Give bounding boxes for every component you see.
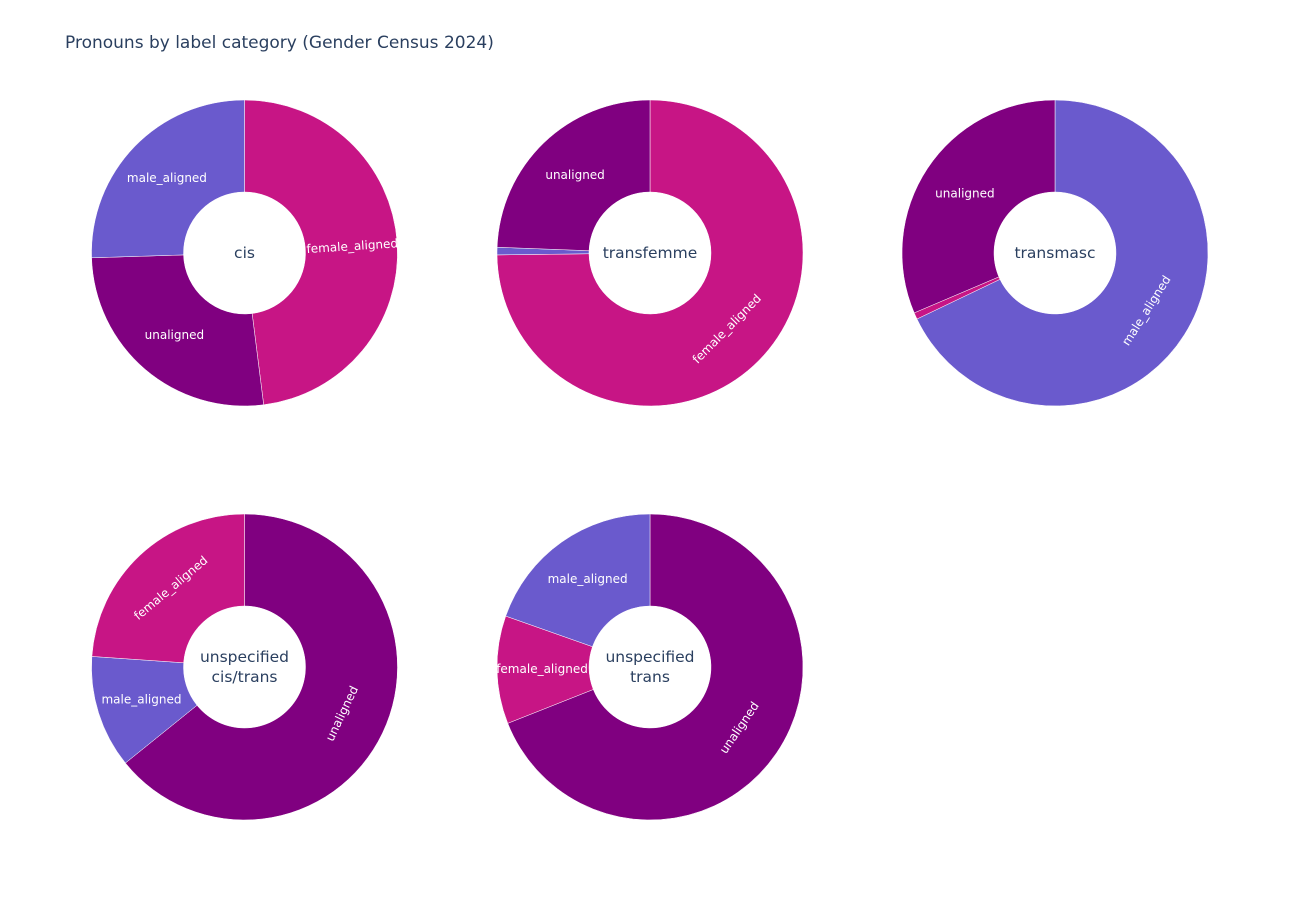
- donut-0-slice-male_aligned[interactable]: [91, 99, 245, 259]
- donut-3-center-label: unspecified: [200, 648, 289, 666]
- donut-1-slice-unaligned[interactable]: [496, 99, 651, 251]
- donut-0-label-male_aligned: male_aligned: [127, 171, 207, 185]
- donut-4-slice-male_aligned[interactable]: [505, 513, 651, 648]
- donut-2-slice-male_aligned[interactable]: [916, 99, 1209, 407]
- donut-4-label-male_aligned: male_aligned: [548, 572, 628, 586]
- donut-0-center-label: cis: [234, 244, 255, 262]
- donut-4-center-label: trans: [630, 668, 670, 686]
- donut-1-label-unaligned: unaligned: [545, 168, 604, 182]
- donut-0-slice-female_aligned[interactable]: [244, 99, 398, 406]
- donut-3-label-male_aligned: male_aligned: [101, 692, 181, 706]
- donut-2-label-unaligned: unaligned: [935, 186, 994, 200]
- donut-3: unalignedmale_alignedfemale_alignedunspe…: [91, 513, 398, 821]
- donut-4-label-female_aligned: female_aligned: [496, 662, 588, 676]
- donut-4: unalignedfemale_alignedmale_alignedunspe…: [496, 513, 804, 821]
- donut-0-label-female_aligned: female_aligned: [306, 236, 398, 256]
- donut-4-center-label: unspecified: [605, 648, 694, 666]
- donut-3-slice-female_aligned[interactable]: [91, 513, 245, 664]
- chart-title: Pronouns by label category (Gender Censu…: [65, 33, 494, 53]
- donut-4-slice-unaligned[interactable]: [507, 513, 804, 821]
- donut-0-label-unaligned: unaligned: [145, 328, 204, 342]
- donut-3-center-label: cis/trans: [212, 668, 278, 686]
- donut-0-slice-unaligned[interactable]: [91, 254, 264, 407]
- donut-2-slice-unaligned[interactable]: [901, 99, 1056, 314]
- donut-1-slice-female_aligned[interactable]: [496, 99, 804, 407]
- donut-1-center-label: transfemme: [603, 244, 698, 262]
- donut-3-slice-unaligned[interactable]: [125, 513, 398, 821]
- donut-2-center-label: transmasc: [1014, 244, 1095, 262]
